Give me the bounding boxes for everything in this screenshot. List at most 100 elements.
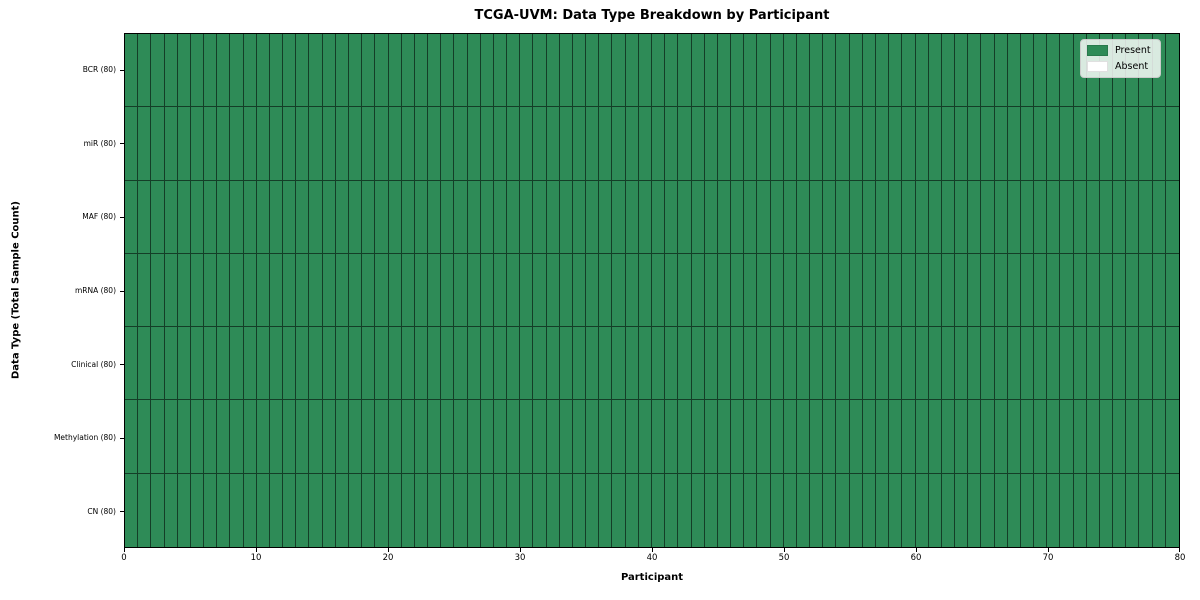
- grid-cell: [783, 253, 797, 328]
- legend: Present Absent: [1080, 39, 1161, 78]
- grid-cell: [414, 253, 429, 328]
- grid-cell: [889, 107, 903, 181]
- grid-cell: [1099, 180, 1114, 254]
- grid-cell: [862, 253, 876, 328]
- grid-cell: [968, 473, 982, 547]
- grid-cell: [243, 327, 257, 401]
- grid-cell: [770, 107, 784, 181]
- grid-cell: [889, 400, 903, 474]
- x-axis-tick-mark: [652, 548, 653, 552]
- grid-cell: [217, 34, 231, 108]
- grid-cell: [994, 180, 1008, 254]
- grid-cell: [401, 327, 415, 401]
- grid-cell: [889, 327, 903, 401]
- grid-cell: [467, 400, 481, 474]
- grid-cell: [599, 473, 613, 547]
- grid-cell: [796, 107, 811, 181]
- grid-cell: [441, 400, 455, 474]
- grid-cell: [190, 34, 205, 108]
- grid-cell: [190, 180, 205, 254]
- grid-cell: [348, 327, 363, 401]
- grid-cell: [717, 400, 732, 474]
- grid-cell: [309, 107, 323, 181]
- y-axis-tick-label: Clinical (80): [71, 359, 116, 369]
- grid-cell: [151, 400, 165, 474]
- grid-cell: [915, 107, 929, 181]
- grid-cell: [638, 107, 652, 181]
- grid-cell: [559, 327, 573, 401]
- grid-cell: [665, 473, 679, 547]
- grid-cell: [401, 473, 415, 547]
- x-axis-tick-label: 30: [514, 553, 526, 563]
- grid-cell: [414, 473, 429, 547]
- grid-cell: [138, 180, 152, 254]
- grid-cell: [375, 107, 389, 181]
- grid-cell: [151, 34, 165, 108]
- grid-cell: [612, 473, 626, 547]
- grid-cell: [625, 473, 639, 547]
- grid-cell: [1034, 107, 1048, 181]
- grid-cell: [796, 400, 811, 474]
- grid-cell: [783, 473, 797, 547]
- grid-cell: [823, 34, 837, 108]
- grid-cell: [414, 180, 429, 254]
- grid-cell: [533, 34, 547, 108]
- grid-cell: [467, 107, 481, 181]
- grid-cell: [296, 253, 310, 328]
- grid-cell: [915, 400, 929, 474]
- grid-cell: [520, 327, 534, 401]
- grid-cell: [1073, 180, 1087, 254]
- y-axis-tick-mark: [120, 437, 124, 439]
- grid-cell: [704, 180, 718, 254]
- grid-cell: [1073, 107, 1087, 181]
- grid-cell: [941, 180, 956, 254]
- grid-cell: [138, 400, 152, 474]
- grid-cell: [612, 34, 626, 108]
- grid-cell: [520, 107, 534, 181]
- grid-cell: [428, 400, 442, 474]
- grid-cell: [362, 34, 376, 108]
- grid-cell: [309, 327, 323, 401]
- grid-cell: [493, 107, 508, 181]
- grid-cell: [572, 327, 587, 401]
- grid-cell: [480, 180, 494, 254]
- grid-cell: [849, 473, 863, 547]
- grid-cell: [1034, 327, 1048, 401]
- grid-cell: [928, 473, 942, 547]
- grid-cell: [810, 180, 824, 254]
- grid-cell: [493, 400, 508, 474]
- grid-cell: [388, 180, 402, 254]
- grid-cell: [796, 327, 811, 401]
- grid-cell: [652, 400, 666, 474]
- grid-cell: [796, 473, 811, 547]
- grid-cell: [875, 400, 890, 474]
- legend-entry: Absent: [1087, 61, 1151, 72]
- grid-cell: [744, 107, 758, 181]
- grid-cell: [204, 107, 218, 181]
- grid-cell: [256, 400, 270, 474]
- grid-cell: [230, 327, 244, 401]
- grid-cell: [1113, 473, 1127, 547]
- grid-cell: [164, 400, 178, 474]
- grid-cell: [586, 107, 600, 181]
- grid-cell: [177, 253, 191, 328]
- grid-cell: [783, 107, 797, 181]
- grid-cell: [177, 473, 191, 547]
- grid-cell: [1113, 327, 1127, 401]
- grid-cell: [783, 34, 797, 108]
- grid-cell: [625, 253, 639, 328]
- grid-cell: [796, 180, 811, 254]
- grid-cell: [744, 400, 758, 474]
- grid-cell: [599, 34, 613, 108]
- grid-cell: [256, 473, 270, 547]
- grid-cell: [599, 400, 613, 474]
- x-axis-tick-mark: [520, 548, 521, 552]
- grid-cell: [151, 327, 165, 401]
- grid-cell: [652, 107, 666, 181]
- grid-cell: [1086, 473, 1100, 547]
- grid-cell: [362, 327, 376, 401]
- grid-cell: [915, 473, 929, 547]
- grid-cell: [296, 400, 310, 474]
- grid-cell: [296, 180, 310, 254]
- grid-cell: [467, 34, 481, 108]
